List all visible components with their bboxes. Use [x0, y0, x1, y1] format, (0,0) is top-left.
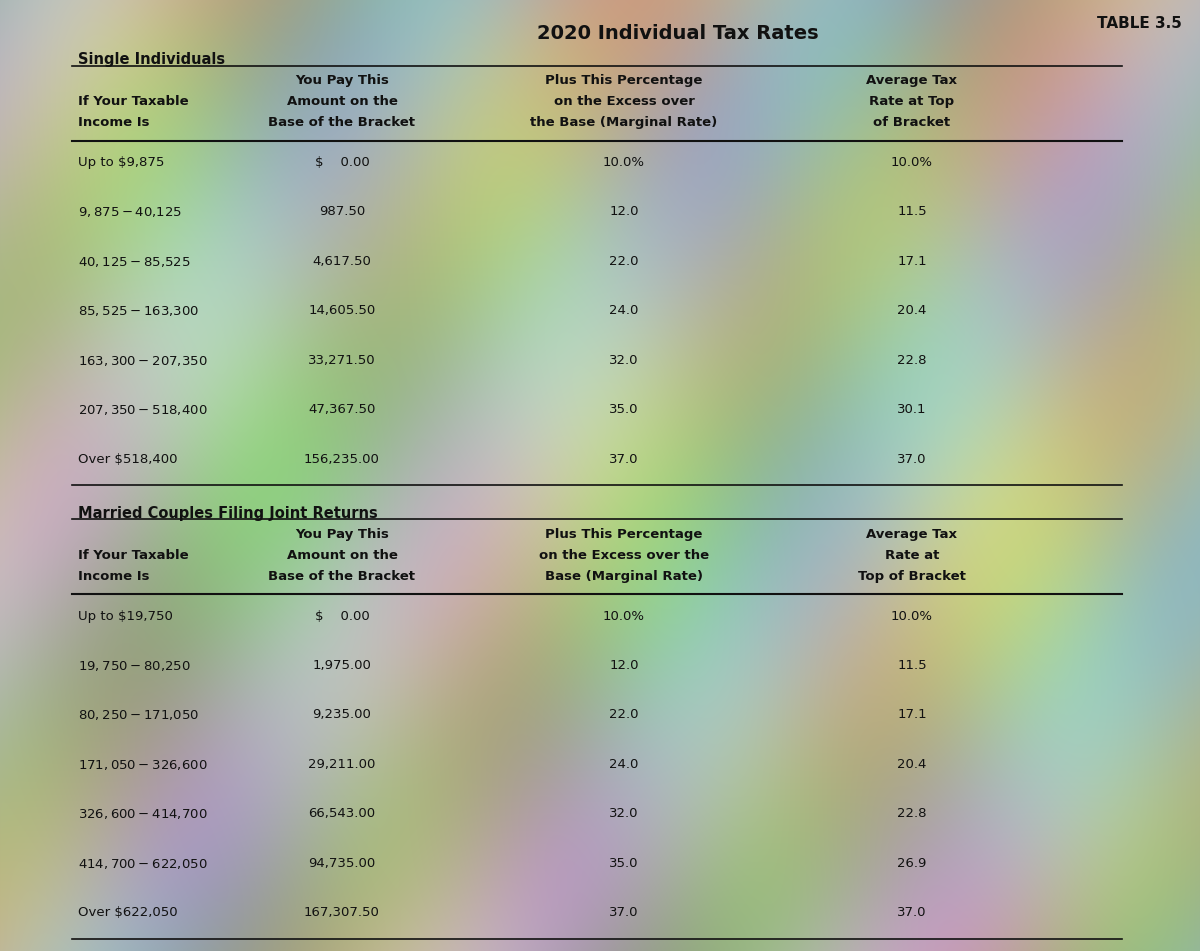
- Text: Base (Marginal Rate): Base (Marginal Rate): [545, 570, 703, 583]
- Text: $326,600-$414,700: $326,600-$414,700: [78, 807, 208, 822]
- Text: 24.0: 24.0: [610, 758, 638, 771]
- Text: If Your Taxable: If Your Taxable: [78, 95, 188, 108]
- Text: 156,235.00: 156,235.00: [304, 453, 380, 466]
- Text: of Bracket: of Bracket: [874, 116, 950, 129]
- Text: TABLE 3.5: TABLE 3.5: [1097, 16, 1182, 31]
- Text: $163,300-$207,350: $163,300-$207,350: [78, 354, 208, 368]
- Text: 987.50: 987.50: [319, 205, 365, 219]
- Text: $207,350-$518,400: $207,350-$518,400: [78, 403, 208, 417]
- Text: the Base (Marginal Rate): the Base (Marginal Rate): [530, 116, 718, 129]
- Text: 12.0: 12.0: [610, 205, 638, 219]
- Text: 22.0: 22.0: [610, 708, 638, 722]
- Text: 9,235.00: 9,235.00: [312, 708, 372, 722]
- Text: Base of the Bracket: Base of the Bracket: [269, 116, 415, 129]
- Text: 12.0: 12.0: [610, 659, 638, 672]
- Text: 37.0: 37.0: [610, 453, 638, 466]
- Text: You Pay This: You Pay This: [295, 74, 389, 87]
- Text: 1,975.00: 1,975.00: [312, 659, 372, 672]
- Text: Up to $9,875: Up to $9,875: [78, 156, 164, 169]
- Text: $414,700-$622,050: $414,700-$622,050: [78, 857, 208, 871]
- Text: 37.0: 37.0: [898, 453, 926, 466]
- Text: 29,211.00: 29,211.00: [308, 758, 376, 771]
- Text: 4,617.50: 4,617.50: [312, 255, 372, 268]
- Text: 10.0%: 10.0%: [604, 156, 646, 169]
- Text: $171,050-$326,600: $171,050-$326,600: [78, 758, 208, 772]
- Text: 22.8: 22.8: [898, 807, 926, 821]
- Text: 17.1: 17.1: [898, 255, 926, 268]
- Text: 35.0: 35.0: [610, 857, 638, 870]
- Text: 66,543.00: 66,543.00: [308, 807, 376, 821]
- Text: 47,367.50: 47,367.50: [308, 403, 376, 417]
- Text: 94,735.00: 94,735.00: [308, 857, 376, 870]
- Text: 26.9: 26.9: [898, 857, 926, 870]
- Text: $9,875-$40,125: $9,875-$40,125: [78, 205, 182, 220]
- Text: Amount on the: Amount on the: [287, 549, 397, 562]
- Text: $85,525-$163,300: $85,525-$163,300: [78, 304, 199, 319]
- Text: 30.1: 30.1: [898, 403, 926, 417]
- Text: Amount on the: Amount on the: [287, 95, 397, 108]
- Text: Over $622,050: Over $622,050: [78, 906, 178, 920]
- Text: Top of Bracket: Top of Bracket: [858, 570, 966, 583]
- Text: 32.0: 32.0: [610, 807, 638, 821]
- Text: on the Excess over the: on the Excess over the: [539, 549, 709, 562]
- Text: 22.0: 22.0: [610, 255, 638, 268]
- Text: $    0.00: $ 0.00: [314, 610, 370, 623]
- Text: 20.4: 20.4: [898, 304, 926, 318]
- Text: Plus This Percentage: Plus This Percentage: [545, 74, 703, 87]
- Text: Up to $19,750: Up to $19,750: [78, 610, 173, 623]
- Text: $    0.00: $ 0.00: [314, 156, 370, 169]
- Text: 2020 Individual Tax Rates: 2020 Individual Tax Rates: [538, 24, 818, 43]
- Text: Income Is: Income Is: [78, 116, 150, 129]
- Text: If Your Taxable: If Your Taxable: [78, 549, 188, 562]
- Text: Average Tax: Average Tax: [866, 74, 958, 87]
- Text: You Pay This: You Pay This: [295, 528, 389, 541]
- Text: Rate at Top: Rate at Top: [870, 95, 954, 108]
- Text: Married Couples Filing Joint Returns: Married Couples Filing Joint Returns: [78, 506, 378, 521]
- Text: 37.0: 37.0: [610, 906, 638, 920]
- Text: 20.4: 20.4: [898, 758, 926, 771]
- Text: 24.0: 24.0: [610, 304, 638, 318]
- Text: $40,125-$85,525: $40,125-$85,525: [78, 255, 191, 269]
- Text: 10.0%: 10.0%: [890, 156, 934, 169]
- Text: Over $518,400: Over $518,400: [78, 453, 178, 466]
- Text: Rate at: Rate at: [884, 549, 940, 562]
- Text: 11.5: 11.5: [898, 205, 926, 219]
- Text: 14,605.50: 14,605.50: [308, 304, 376, 318]
- Text: 11.5: 11.5: [898, 659, 926, 672]
- Text: 37.0: 37.0: [898, 906, 926, 920]
- Text: Income Is: Income Is: [78, 570, 150, 583]
- Text: 22.8: 22.8: [898, 354, 926, 367]
- Text: 10.0%: 10.0%: [604, 610, 646, 623]
- Text: Base of the Bracket: Base of the Bracket: [269, 570, 415, 583]
- Text: Single Individuals: Single Individuals: [78, 52, 226, 68]
- Text: 17.1: 17.1: [898, 708, 926, 722]
- Text: 35.0: 35.0: [610, 403, 638, 417]
- Text: 167,307.50: 167,307.50: [304, 906, 380, 920]
- Text: Plus This Percentage: Plus This Percentage: [545, 528, 703, 541]
- Text: $19,750-$80,250: $19,750-$80,250: [78, 659, 191, 673]
- Text: 10.0%: 10.0%: [890, 610, 934, 623]
- Text: Average Tax: Average Tax: [866, 528, 958, 541]
- Text: $80,250-$171,050: $80,250-$171,050: [78, 708, 199, 723]
- Text: 33,271.50: 33,271.50: [308, 354, 376, 367]
- Text: on the Excess over: on the Excess over: [553, 95, 695, 108]
- Text: 32.0: 32.0: [610, 354, 638, 367]
